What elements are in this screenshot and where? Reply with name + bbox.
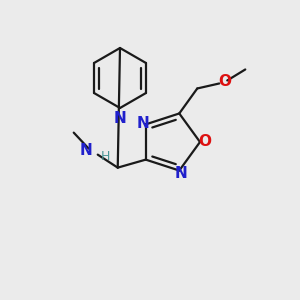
Text: O: O xyxy=(199,134,212,149)
Text: O: O xyxy=(218,74,231,89)
Text: N: N xyxy=(136,116,149,131)
Text: H: H xyxy=(101,150,110,163)
Text: N: N xyxy=(175,166,188,181)
Text: N: N xyxy=(80,143,93,158)
Text: N: N xyxy=(114,111,126,126)
